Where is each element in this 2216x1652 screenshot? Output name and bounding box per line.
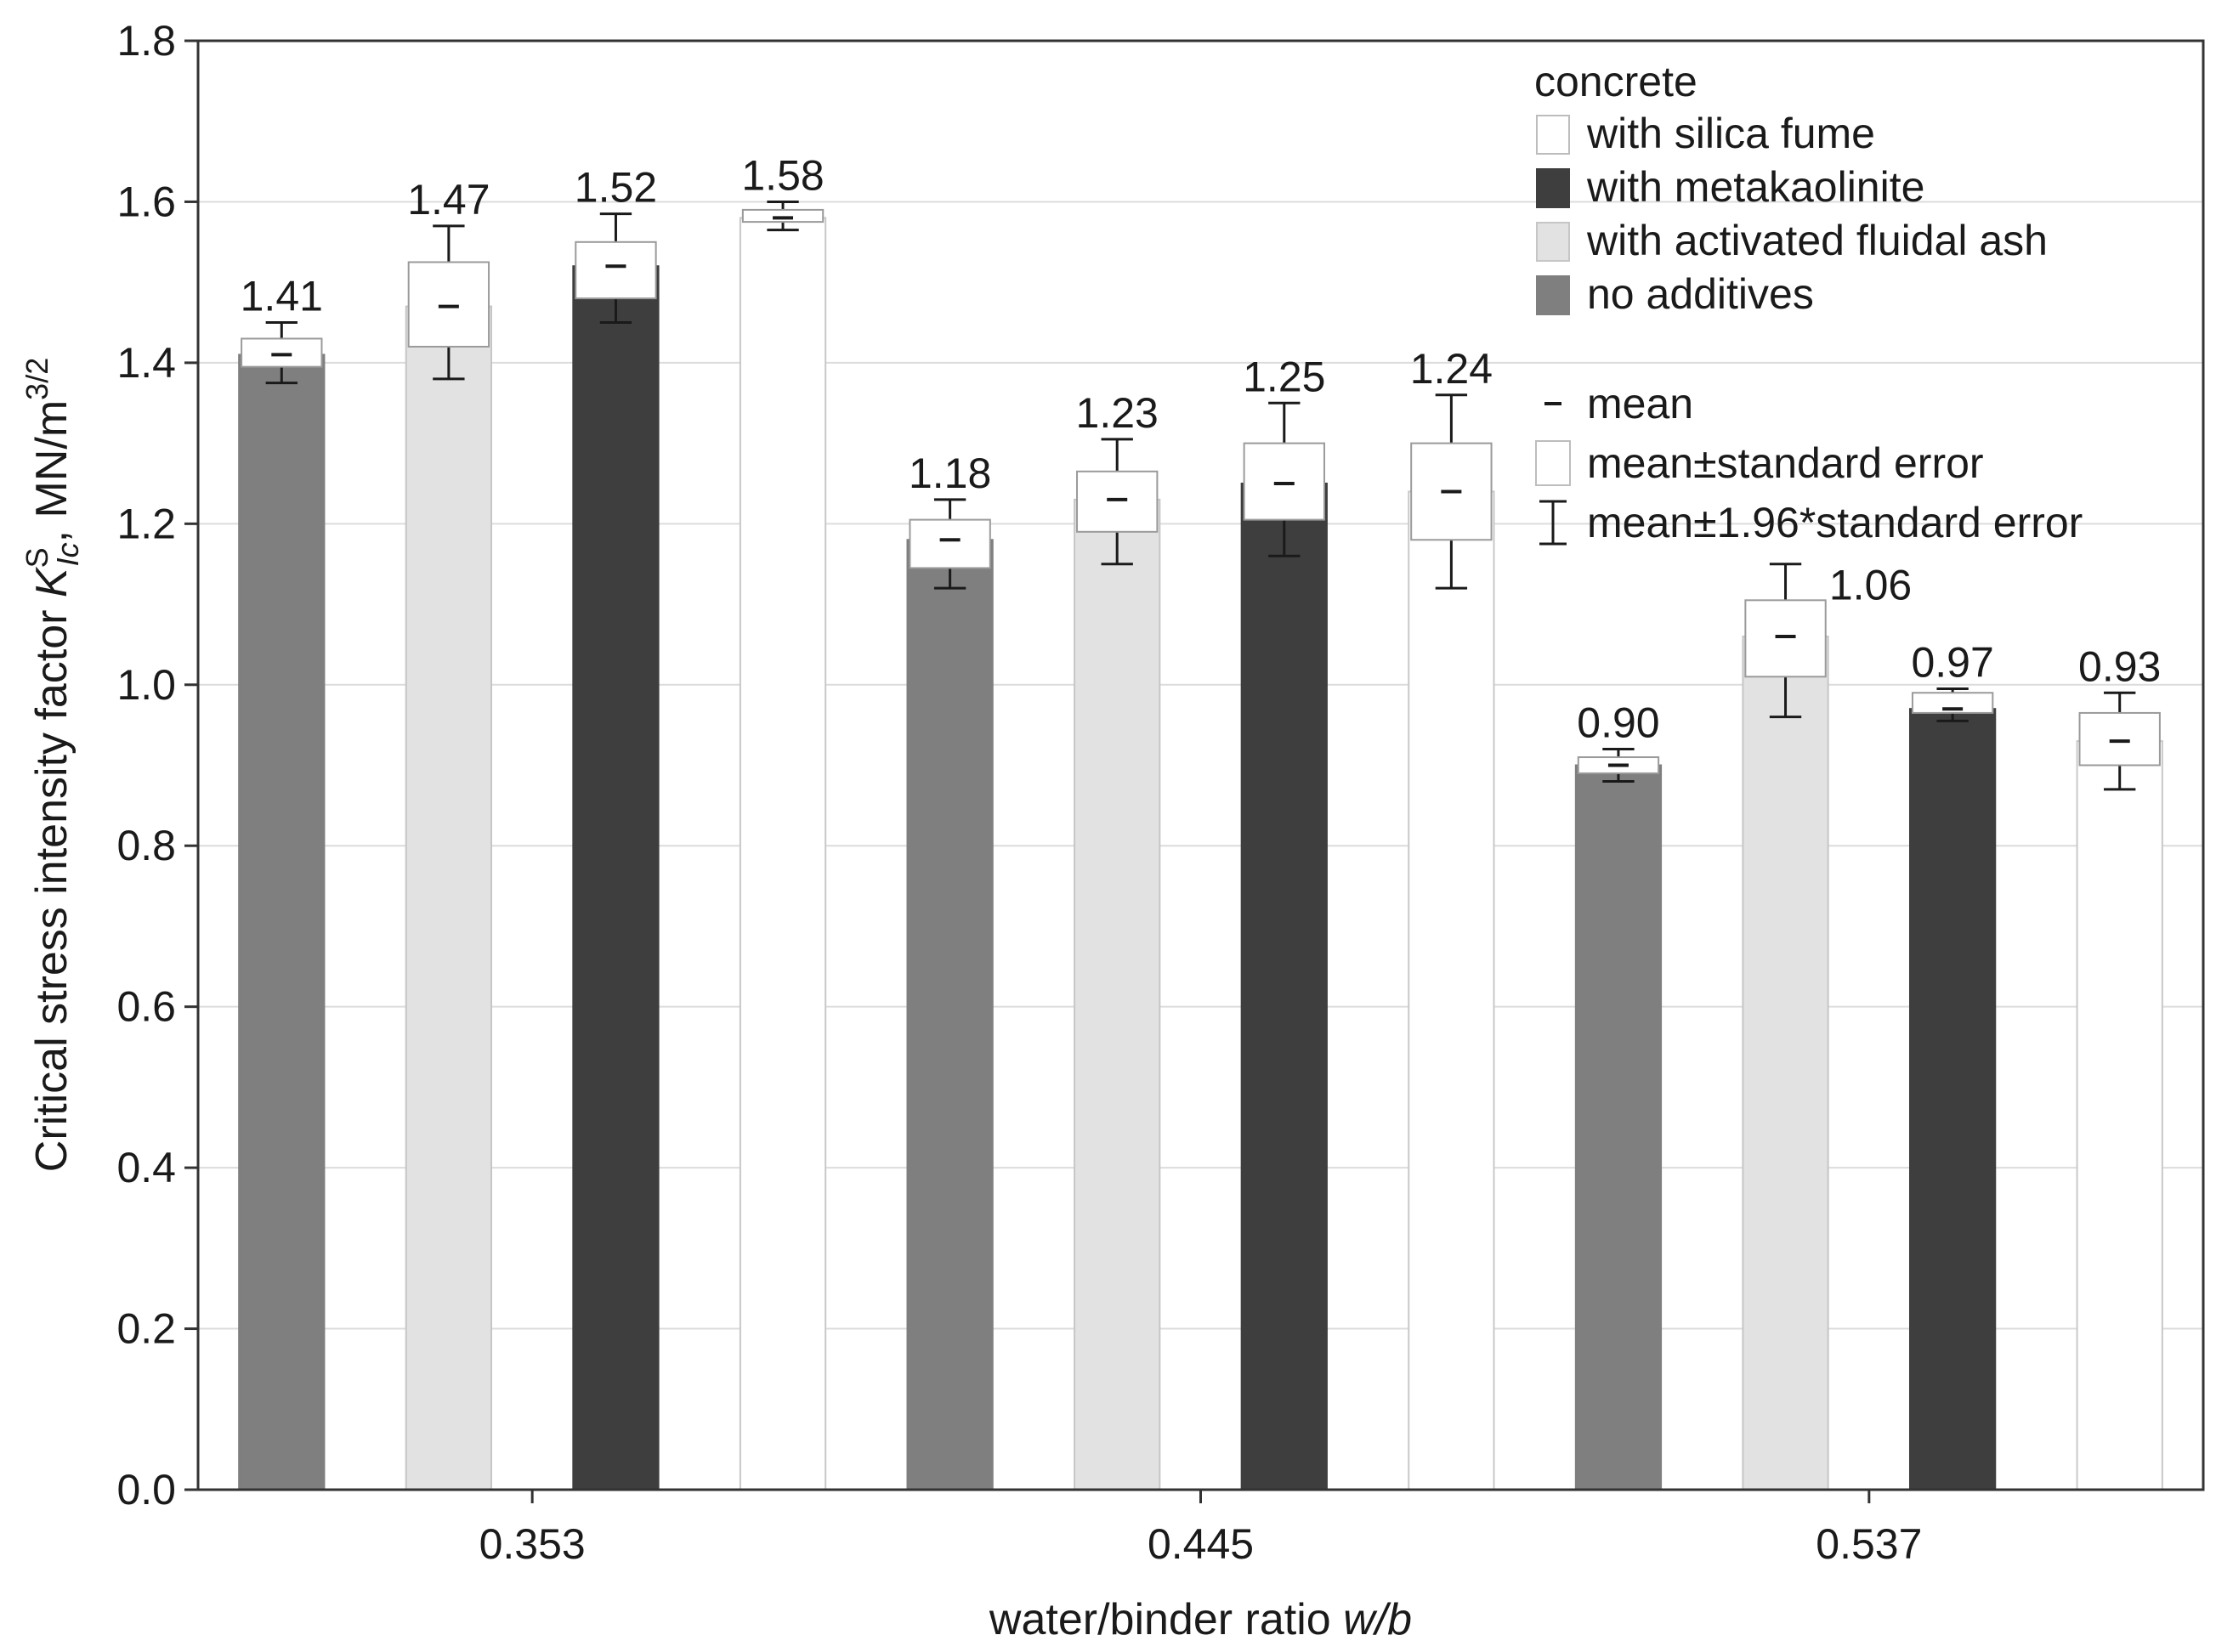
data-label: 1.06 [1829, 562, 1912, 609]
se-box [2078, 711, 2161, 767]
bar [1908, 708, 1997, 1491]
x-axis-title: water/binder ratio w/b [989, 1595, 1412, 1644]
data-label: 1.18 [909, 450, 991, 497]
legend-swatch [1536, 275, 1570, 315]
bar [906, 539, 994, 1491]
legend: concrete with silica fume with metakaolini… [1534, 58, 2083, 546]
y-axis-title: Critical stress intensity factor KSIc, M… [20, 358, 85, 1172]
y-tick-label: 0.0 [116, 1466, 176, 1513]
x-category-label: 0.445 [1148, 1520, 1254, 1568]
bar [2076, 740, 2163, 1491]
x-category-label: 0.537 [1816, 1520, 1922, 1568]
se-box [241, 337, 323, 368]
data-label: 1.47 [407, 176, 490, 223]
bar [739, 217, 827, 1491]
se-box [1076, 470, 1159, 533]
y-axis-title-text: Critical stress intensity factor [27, 610, 77, 1173]
legend-swatch [1536, 168, 1570, 208]
y-tick-label: 1.8 [116, 17, 176, 65]
gridlines [198, 201, 2203, 1330]
y-axis-title-sub: Ic [50, 542, 85, 566]
legend-stat-label: mean±standard error [1587, 439, 1984, 487]
se-box [1911, 692, 1994, 714]
y-tick-label: 1.4 [116, 339, 176, 387]
data-label: 1.24 [1410, 345, 1493, 393]
y-axis-title-unit-sup: 3/2 [20, 358, 54, 400]
y-tick-label: 1.0 [116, 661, 176, 709]
data-label: 1.58 [741, 151, 824, 199]
bar [1574, 764, 1663, 1491]
se-box [407, 261, 490, 348]
x-axis-title-text: water/binder ratio [989, 1595, 1331, 1644]
x-category-label: 0.353 [479, 1520, 586, 1568]
x-axis-title-symbol: w/b [1343, 1595, 1412, 1644]
se-box [1744, 599, 1827, 678]
y-tick-label: 1.6 [116, 178, 176, 225]
bar [405, 305, 493, 1491]
se-box [1243, 442, 1325, 521]
legend-item-label: with activated fluidal ash [1586, 217, 2048, 264]
data-label: 1.52 [575, 164, 657, 212]
legend-stat-label: mean±1.96*standard error [1587, 499, 2083, 546]
legend-title: concrete [1534, 58, 1697, 105]
data-labels: 1.41 1.47 1.52 1.58 1.18 1.23 1.25 1.24 0.90 1.06… [241, 151, 2162, 746]
legend-item-label: with metakaolinite [1586, 163, 1924, 211]
bar [572, 265, 660, 1491]
plot-frame [196, 39, 2205, 1491]
data-label: 1.41 [241, 273, 323, 320]
legend-box-symbol [1535, 440, 1571, 486]
y-tick-label: 0.8 [116, 822, 176, 869]
bars [238, 217, 2163, 1491]
data-label: 0.93 [2078, 642, 2161, 690]
data-label: 0.97 [1911, 639, 1993, 687]
se-box [741, 208, 825, 223]
bar [1408, 490, 1495, 1491]
axes: 0.0 0.2 0.4 0.6 0.8 1.0 1.2 1.4 1.6 1.8 0.353 0.445… [20, 17, 2205, 1644]
y-tick-label: 1.2 [116, 500, 176, 547]
bar [1742, 635, 1829, 1491]
se-box [575, 240, 657, 300]
legend-swatch [1536, 222, 1570, 262]
y-axis-title-unit: , MN/m [27, 400, 77, 543]
legend-item-label: no additives [1587, 270, 1814, 318]
data-label: 1.25 [1243, 353, 1325, 400]
legend-item-label: with silica fume [1586, 110, 1875, 157]
y-axis-title-sup: S [20, 547, 54, 568]
se-box [909, 518, 991, 569]
legend-swatch [1536, 115, 1570, 155]
data-label: 1.23 [1076, 389, 1159, 437]
y-axis-title-symbol: K [27, 566, 77, 597]
y-tick-label: 0.6 [116, 983, 176, 1031]
data-label: 0.90 [1577, 699, 1659, 747]
bar [1074, 498, 1161, 1491]
legend-stat-label: mean [1587, 380, 1693, 427]
bar [1240, 482, 1328, 1491]
bar [238, 354, 326, 1491]
y-tick-label: 0.2 [116, 1305, 176, 1353]
y-tick-label: 0.4 [116, 1144, 176, 1191]
error-bars [241, 200, 2161, 791]
